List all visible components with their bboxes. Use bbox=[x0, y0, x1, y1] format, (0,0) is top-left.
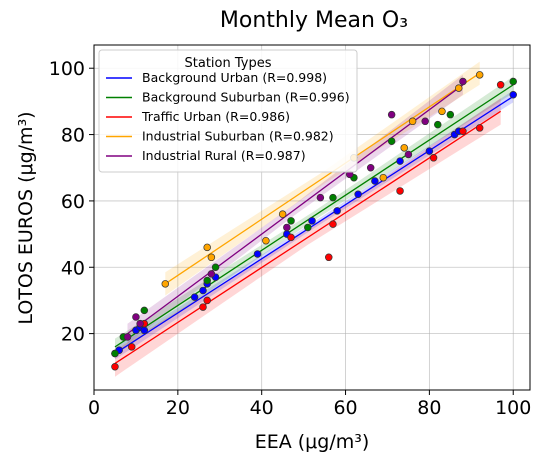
data-point bbox=[438, 107, 446, 116]
legend-entry-label: Industrial Rural (R=0.987) bbox=[142, 148, 306, 163]
x-tick-label: 20 bbox=[166, 397, 190, 419]
data-point bbox=[203, 296, 211, 305]
data-point bbox=[207, 253, 216, 262]
data-point bbox=[203, 276, 211, 285]
data-point bbox=[404, 150, 413, 159]
data-point bbox=[475, 71, 484, 79]
axis-ticks: 0 20 40 60 80 100 20 40 60 80 100 bbox=[49, 58, 532, 419]
legend: Station Types Background Urban (R=0.998)… bbox=[98, 49, 358, 173]
legend-entries: Background Urban (R=0.998) Background Sub… bbox=[106, 70, 350, 163]
data-point bbox=[199, 286, 207, 295]
legend-title: Station Types bbox=[185, 56, 272, 71]
data-point bbox=[354, 190, 362, 199]
data-point bbox=[262, 236, 270, 245]
data-point bbox=[325, 253, 333, 262]
data-point bbox=[366, 163, 375, 172]
data-point bbox=[425, 147, 434, 155]
data-point bbox=[446, 110, 455, 119]
data-point bbox=[203, 243, 211, 252]
data-point bbox=[459, 77, 467, 86]
y-tick-label: 80 bbox=[61, 125, 85, 147]
x-tick-label: 80 bbox=[417, 397, 441, 419]
data-point bbox=[207, 270, 216, 278]
data-point bbox=[287, 217, 295, 225]
data-point bbox=[304, 223, 312, 232]
data-point bbox=[396, 157, 404, 165]
data-point bbox=[287, 233, 295, 242]
x-tick-label: 100 bbox=[495, 397, 531, 419]
y-tick-label: 60 bbox=[61, 191, 85, 213]
x-tick-label: 0 bbox=[88, 397, 100, 419]
data-points bbox=[111, 71, 517, 371]
data-point bbox=[132, 313, 140, 321]
plot-frame bbox=[93, 44, 531, 391]
legend-entry-label: Background Suburban (R=0.996) bbox=[142, 90, 350, 105]
regression-line bbox=[164, 72, 481, 285]
data-point bbox=[329, 193, 337, 202]
data-point bbox=[396, 187, 404, 195]
data-point bbox=[371, 177, 379, 185]
data-point bbox=[329, 220, 337, 228]
data-point bbox=[123, 333, 132, 341]
x-tick-label: 60 bbox=[333, 397, 357, 419]
data-point bbox=[379, 173, 388, 182]
data-point bbox=[421, 117, 429, 126]
data-point bbox=[140, 326, 149, 335]
data-point bbox=[333, 207, 341, 215]
legend-entry-label: Background Urban (R=0.998) bbox=[142, 70, 327, 85]
data-point bbox=[199, 303, 207, 311]
data-point bbox=[387, 110, 396, 119]
data-point bbox=[475, 124, 484, 132]
x-axis-label: EEA (μg/m³) bbox=[255, 431, 370, 453]
chart-title: Monthly Mean O₃ bbox=[220, 8, 408, 33]
data-point bbox=[127, 343, 136, 351]
data-point bbox=[211, 263, 220, 272]
regression-line bbox=[114, 110, 502, 365]
y-tick-label: 20 bbox=[61, 324, 85, 346]
data-point bbox=[496, 81, 505, 89]
data-point bbox=[283, 223, 291, 232]
legend-entry-label: Industrial Suburban (R=0.982) bbox=[142, 129, 334, 144]
data-point bbox=[454, 84, 463, 92]
regression-line bbox=[114, 95, 514, 355]
data-point bbox=[509, 77, 517, 86]
data-point bbox=[509, 91, 517, 99]
data-point bbox=[111, 349, 119, 358]
legend-entry-label: Traffic Urban (R=0.986) bbox=[141, 109, 290, 124]
data-point bbox=[429, 154, 438, 162]
data-point bbox=[190, 293, 199, 301]
data-point bbox=[459, 127, 467, 135]
y-tick-label: 100 bbox=[49, 58, 85, 80]
data-point bbox=[408, 117, 417, 126]
data-point bbox=[161, 280, 170, 288]
data-point bbox=[400, 144, 408, 152]
regression-lines bbox=[114, 72, 514, 365]
data-point bbox=[136, 319, 144, 328]
data-point bbox=[278, 210, 287, 218]
data-point bbox=[253, 250, 262, 258]
y-axis-label: LOTOS EUROS (μg/m³) bbox=[15, 111, 37, 324]
data-point bbox=[140, 306, 149, 315]
data-point bbox=[434, 120, 442, 129]
regression-line bbox=[114, 84, 514, 348]
x-tick-label: 40 bbox=[250, 397, 274, 419]
data-point bbox=[316, 193, 325, 202]
data-point bbox=[387, 137, 396, 145]
data-point bbox=[308, 217, 316, 225]
legend-box bbox=[98, 49, 358, 173]
data-point bbox=[111, 363, 119, 371]
y-tick-label: 40 bbox=[61, 257, 85, 279]
regression-line bbox=[127, 84, 464, 335]
